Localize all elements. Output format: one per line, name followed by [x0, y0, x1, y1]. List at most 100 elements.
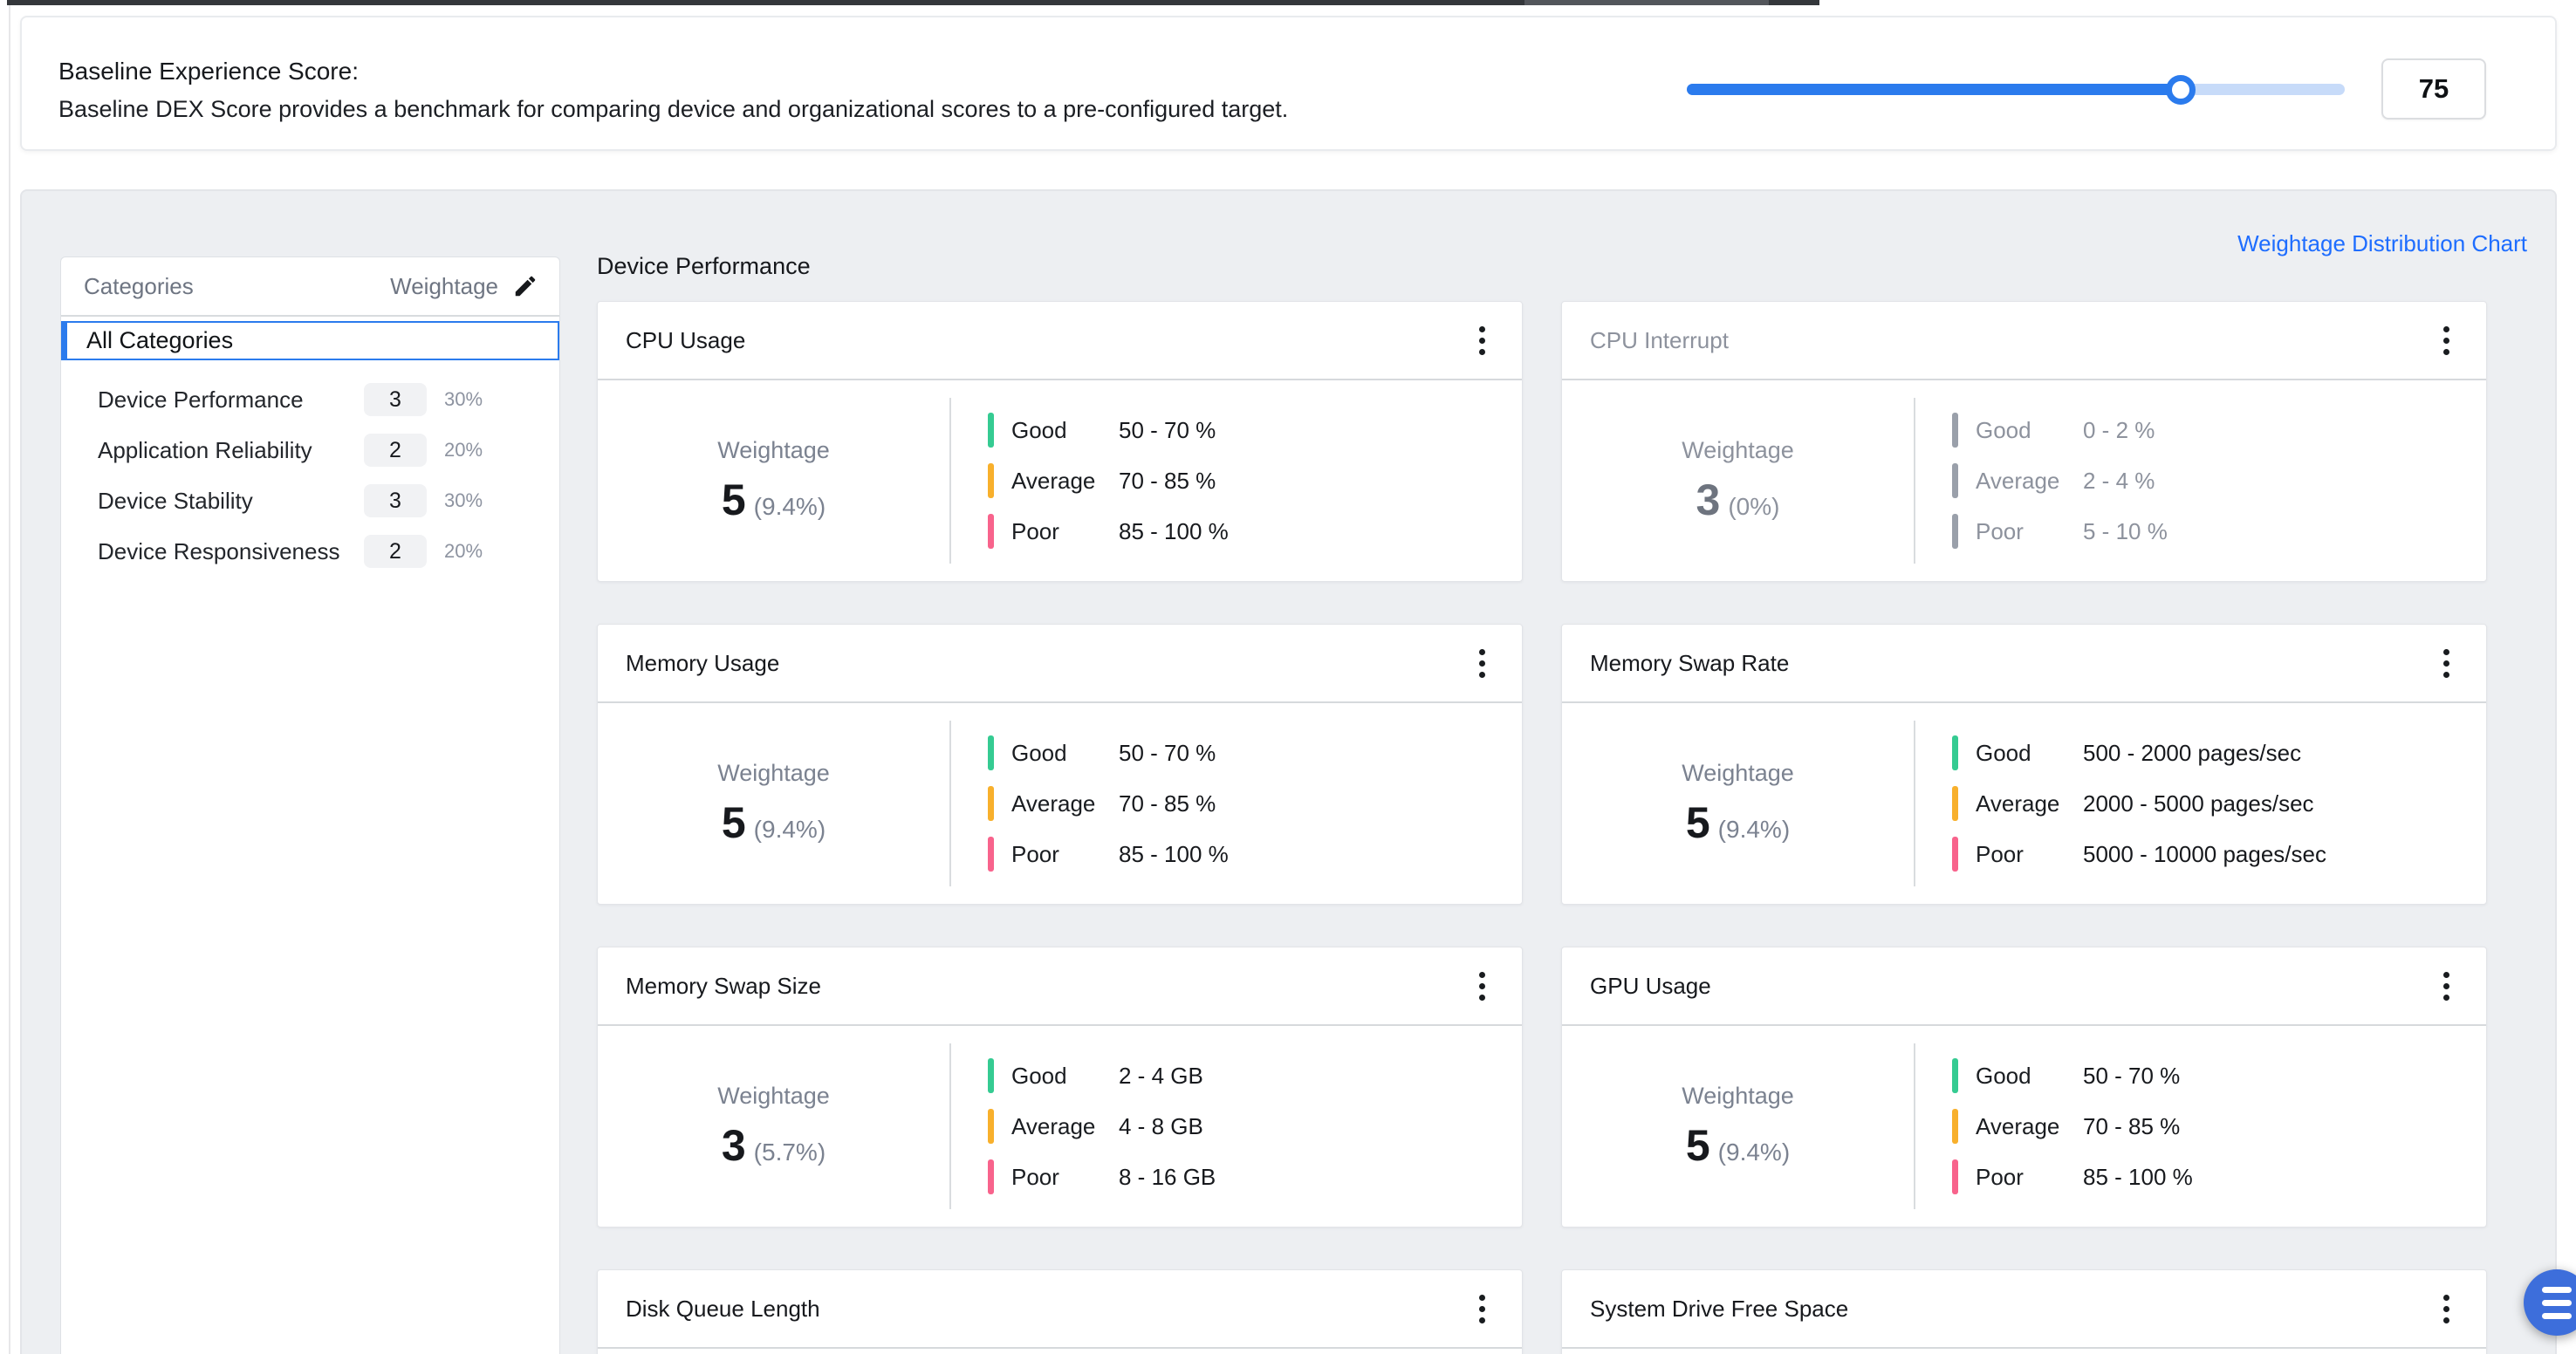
range-label: Good: [1011, 1062, 1067, 1089]
range-label: Good: [1976, 739, 2031, 766]
range-value: 85 - 100 %: [1119, 840, 1229, 867]
metric-card: CPU Usage Weightage 5 (9.4%) Good 50 - 7…: [597, 301, 1523, 582]
baseline-score-title: Baseline Experience Score:: [58, 58, 359, 85]
sidebar-category-item[interactable]: Device Performance 3 30%: [61, 374, 559, 425]
category-weight-value: 3: [364, 484, 427, 517]
kebab-menu-icon[interactable]: [1474, 642, 1490, 685]
metric-card-body: Weightage 5 (9.4%) Good 50 - 70 % Averag…: [598, 380, 1522, 581]
metric-card-header: System Drive Free Space: [1562, 1270, 2486, 1349]
range-value: 85 - 100 %: [1119, 517, 1229, 544]
dex-settings-panel: Categories Weightage All Categories Devi…: [20, 189, 2557, 1354]
range-label: Poor: [1976, 840, 2024, 867]
threshold-ranges: Good 0 - 2 % Average 2 - 4 % Poor 5 - 10…: [1915, 413, 2486, 549]
metric-card-header: Disk Queue Length: [598, 1270, 1522, 1349]
range-value: 2 - 4 GB: [1119, 1062, 1203, 1089]
categories-sidebar: Categories Weightage All Categories Devi…: [60, 256, 560, 1354]
threshold-range-row: Good 50 - 70 %: [988, 413, 1522, 448]
range-color-bar: [1952, 837, 1958, 872]
sidebar-category-item[interactable]: Device Stability 3 30%: [61, 475, 559, 526]
range-label: Average: [1976, 467, 2060, 494]
range-label: Poor: [1976, 1163, 2024, 1190]
threshold-range-row: Average 70 - 85 %: [1952, 1109, 2486, 1144]
category-weight-percent: 30%: [444, 388, 483, 410]
kebab-menu-icon[interactable]: [1474, 965, 1490, 1008]
range-value: 85 - 100 %: [2083, 1163, 2193, 1190]
metric-card-body: Weightage 3 (5.7%) Good 2 - 4 GB Average…: [598, 1026, 1522, 1227]
browser-tab-sliver: [1524, 0, 1769, 5]
range-color-bar: [1952, 786, 1958, 821]
vertical-divider: [949, 1043, 951, 1209]
metric-card-header: CPU Usage: [598, 302, 1522, 380]
kebab-menu-icon[interactable]: [2438, 642, 2455, 685]
threshold-range-row: Average 2000 - 5000 pages/sec: [1952, 786, 2486, 821]
weightage-block: Weightage 3 (5.7%): [598, 1083, 949, 1171]
vertical-divider: [949, 398, 951, 564]
threshold-range-row: Poor 85 - 100 %: [1952, 1159, 2486, 1194]
weightage-value: 3: [721, 1120, 746, 1170]
category-label: Device Performance: [98, 386, 304, 413]
weightage-percent: (5.7%): [753, 1138, 826, 1166]
range-color-bar: [1952, 735, 1958, 770]
metric-card-body: Weightage: [1562, 1349, 2486, 1354]
category-weight-percent: 20%: [444, 439, 483, 461]
slider-thumb[interactable]: [2165, 74, 2196, 105]
threshold-range-row: Good 500 - 2000 pages/sec: [1952, 735, 2486, 770]
vertical-divider: [1914, 1043, 1915, 1209]
weightage-label: Weightage: [1682, 436, 1794, 463]
range-value: 50 - 70 %: [1119, 739, 1216, 766]
category-weight-percent: 20%: [444, 540, 483, 562]
range-label: Poor: [1011, 840, 1059, 867]
range-color-bar: [988, 1159, 994, 1194]
range-value: 8 - 16 GB: [1119, 1163, 1216, 1190]
range-color-bar: [1952, 514, 1958, 549]
range-value: 2000 - 5000 pages/sec: [2083, 790, 2314, 817]
range-label: Good: [1011, 416, 1067, 443]
hamburger-menu-fab[interactable]: [2524, 1269, 2576, 1336]
range-label: Good: [1011, 739, 1067, 766]
range-color-bar: [988, 514, 994, 549]
sidebar-category-item[interactable]: Application Reliability 2 20%: [61, 425, 559, 475]
section-title: Device Performance: [597, 253, 811, 279]
baseline-score-slider[interactable]: [1687, 74, 2345, 105]
range-value: 500 - 2000 pages/sec: [2083, 739, 2302, 766]
hamburger-icon: [2542, 1299, 2572, 1306]
hamburger-icon: [2542, 1286, 2572, 1293]
kebab-menu-icon[interactable]: [2438, 319, 2455, 362]
range-color-bar: [988, 735, 994, 770]
threshold-range-row: Average 4 - 8 GB: [988, 1109, 1522, 1144]
kebab-menu-icon[interactable]: [2438, 965, 2455, 1008]
weightage-percent: (9.4%): [753, 492, 826, 520]
range-color-bar: [988, 1058, 994, 1093]
kebab-menu-icon[interactable]: [2438, 1288, 2455, 1330]
range-label: Poor: [1011, 1163, 1059, 1190]
sidebar-category-item[interactable]: Device Responsiveness 2 20%: [61, 526, 559, 577]
threshold-ranges: Good 50 - 70 % Average 70 - 85 % Poor 85…: [951, 735, 1522, 872]
metric-card-header: Memory Swap Size: [598, 947, 1522, 1026]
range-color-bar: [1952, 1058, 1958, 1093]
weightage-percent: (0%): [1728, 492, 1780, 520]
metric-card-header: Memory Swap Rate: [1562, 625, 2486, 703]
metric-card-title: Memory Swap Rate: [1590, 649, 1790, 676]
metric-card-body: Weightage 3 (0%) Good 0 - 2 % Average 2 …: [1562, 380, 2486, 581]
slider-fill: [1687, 84, 2181, 95]
pencil-icon[interactable]: [512, 273, 538, 299]
range-value: 70 - 85 %: [1119, 790, 1216, 817]
category-label: Device Stability: [98, 487, 253, 514]
category-label: Application Reliability: [98, 436, 312, 463]
range-color-bar: [1952, 413, 1958, 448]
kebab-menu-icon[interactable]: [1474, 319, 1490, 362]
range-label: Poor: [1011, 517, 1059, 544]
kebab-menu-icon[interactable]: [1474, 1288, 1490, 1330]
metric-card: GPU Usage Weightage 5 (9.4%) Good 50 - 7…: [1561, 947, 2487, 1227]
weightage-distribution-chart-link[interactable]: Weightage Distribution Chart: [2237, 230, 2527, 256]
weightage-value: 5: [1685, 797, 1710, 847]
vertical-divider: [949, 721, 951, 886]
weightage-label: Weightage: [717, 759, 830, 786]
metric-card-header: CPU Interrupt: [1562, 302, 2486, 380]
baseline-score-value[interactable]: 75: [2381, 58, 2486, 120]
category-weight-value: 2: [364, 535, 427, 568]
threshold-range-row: Average 2 - 4 %: [1952, 463, 2486, 498]
weightage-column-header: Weightage: [390, 272, 498, 299]
weightage-percent: (9.4%): [1717, 1138, 1791, 1166]
sidebar-item-all-categories[interactable]: All Categories: [61, 321, 559, 360]
